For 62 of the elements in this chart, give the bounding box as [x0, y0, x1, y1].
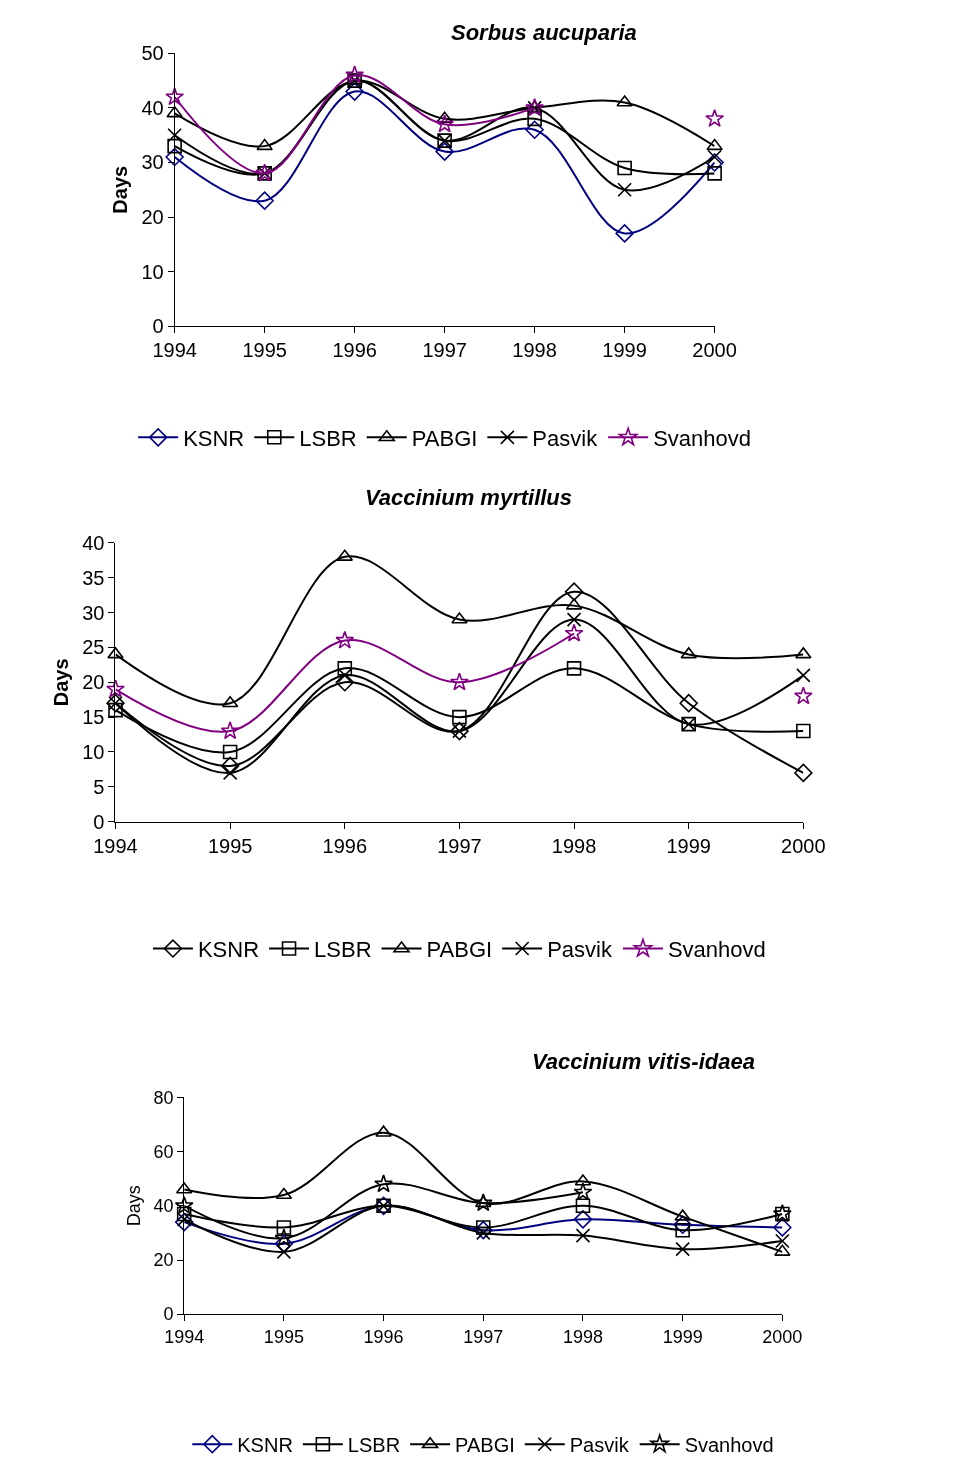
- y-tick-label: 20: [82, 671, 105, 694]
- legend-label: KSNR: [237, 1433, 293, 1456]
- chart-title: Sorbus aucuparia: [451, 20, 637, 45]
- y-tick-label: 0: [93, 810, 105, 833]
- y-tick-label: 20: [153, 1250, 174, 1271]
- chart-title: Vaccinium vitis-idaea: [532, 1049, 755, 1074]
- legend-label: LSBR: [299, 425, 357, 451]
- legend-label: Svanhovd: [667, 937, 766, 963]
- y-axis-title: Days: [108, 165, 131, 214]
- x-tick-label: 1994: [152, 339, 197, 362]
- y-tick-label: 60: [153, 1141, 174, 1162]
- y-tick-label: 5: [93, 775, 105, 798]
- y-tick-label: 40: [153, 1196, 174, 1217]
- legend-label: LSBR: [347, 1433, 401, 1456]
- y-tick-label: 0: [163, 1304, 174, 1325]
- legend-label: PABGI: [411, 425, 478, 451]
- x-tick-label: 1997: [463, 1326, 504, 1347]
- y-tick-label: 10: [141, 260, 164, 283]
- x-tick-label: 1995: [263, 1326, 304, 1347]
- x-tick-label: 1998: [551, 834, 597, 857]
- x-tick-label: 1997: [422, 339, 467, 362]
- x-tick-label: 1995: [207, 834, 253, 857]
- legend-label: Svanhovd: [684, 1433, 774, 1456]
- chart-title: Vaccinium myrtillus: [365, 485, 573, 510]
- legend-label: Pasvik: [532, 425, 599, 451]
- y-tick-label: 10: [82, 740, 105, 763]
- x-tick-label: 1995: [242, 339, 287, 362]
- x-tick-label: 2000: [762, 1326, 803, 1347]
- y-tick-label: 30: [141, 151, 164, 174]
- y-tick-label: 40: [82, 531, 105, 554]
- x-tick-label: 1996: [322, 834, 368, 857]
- legend-label: Pasvik: [569, 1433, 630, 1456]
- y-tick-label: 35: [82, 566, 105, 589]
- x-tick-label: 1997: [437, 834, 482, 857]
- y-tick-label: 15: [82, 706, 105, 729]
- x-tick-label: 2000: [692, 339, 737, 362]
- y-tick-label: 80: [153, 1087, 174, 1108]
- y-tick-label: 20: [141, 206, 164, 229]
- legend-label: PABGI: [455, 1433, 515, 1456]
- x-tick-label: 1999: [666, 834, 711, 857]
- legend-label: Svanhovd: [653, 425, 752, 451]
- y-tick-label: 0: [152, 315, 164, 338]
- legend-label: KSNR: [197, 937, 260, 963]
- y-tick-label: 40: [141, 96, 164, 119]
- x-tick-label: 1996: [332, 339, 377, 362]
- legend-label: Pasvik: [547, 937, 613, 963]
- x-tick-label: 1994: [164, 1326, 205, 1347]
- y-axis-title: Days: [49, 658, 72, 707]
- x-tick-label: 1999: [662, 1326, 703, 1347]
- x-tick-label: 1998: [562, 1326, 603, 1347]
- y-tick-label: 50: [141, 42, 164, 65]
- x-tick-label: 1996: [363, 1326, 404, 1347]
- legend-label: PABGI: [426, 937, 493, 963]
- y-tick-label: 25: [82, 636, 105, 659]
- legend-label: KSNR: [183, 425, 245, 451]
- y-tick-label: 30: [82, 601, 105, 624]
- x-tick-label: 1998: [512, 339, 557, 362]
- x-tick-label: 1999: [602, 339, 647, 362]
- x-tick-label: 2000: [781, 834, 826, 857]
- x-tick-label: 1994: [93, 834, 138, 857]
- legend-label: LSBR: [314, 937, 372, 963]
- y-axis-title: Days: [123, 1185, 144, 1227]
